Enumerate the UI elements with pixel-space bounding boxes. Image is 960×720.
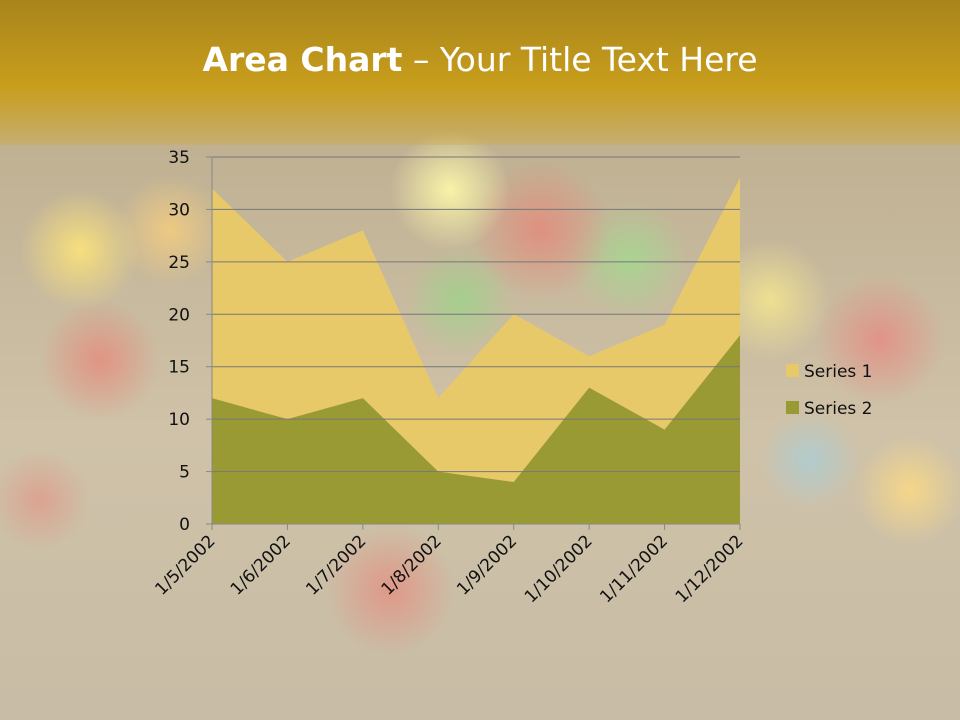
x-tick-label: 1/5/2002 [151, 531, 219, 599]
x-tick-label: 1/6/2002 [227, 531, 295, 599]
legend-label: Series 2 [804, 399, 873, 419]
legend-label: Series 1 [804, 362, 873, 382]
x-tick-label: 1/10/2002 [521, 531, 597, 607]
x-tick-label: 1/9/2002 [453, 531, 521, 599]
area [212, 335, 740, 524]
x-tick-label: 1/8/2002 [378, 531, 446, 599]
y-tick-label: 25 [168, 253, 190, 273]
y-tick-label: 5 [179, 463, 190, 483]
legend-swatch [786, 364, 799, 377]
title-bold: Area Chart [202, 40, 403, 79]
y-tick-label: 20 [168, 305, 190, 325]
title-rest: – Your Title Text Here [412, 40, 758, 79]
y-tick-label: 35 [168, 148, 190, 168]
x-tick-label: 1/11/2002 [596, 531, 672, 607]
x-tick-label: 1/12/2002 [672, 531, 748, 607]
y-tick-label: 0 [179, 515, 190, 535]
slide-title: Area Chart – Your Title Text Here [0, 40, 960, 79]
title-band [0, 0, 960, 145]
x-tick-label: 1/7/2002 [302, 531, 370, 599]
y-tick-label: 30 [168, 200, 190, 220]
y-tick-label: 10 [168, 410, 190, 430]
legend-swatch [786, 401, 799, 414]
y-tick-label: 15 [168, 358, 190, 378]
